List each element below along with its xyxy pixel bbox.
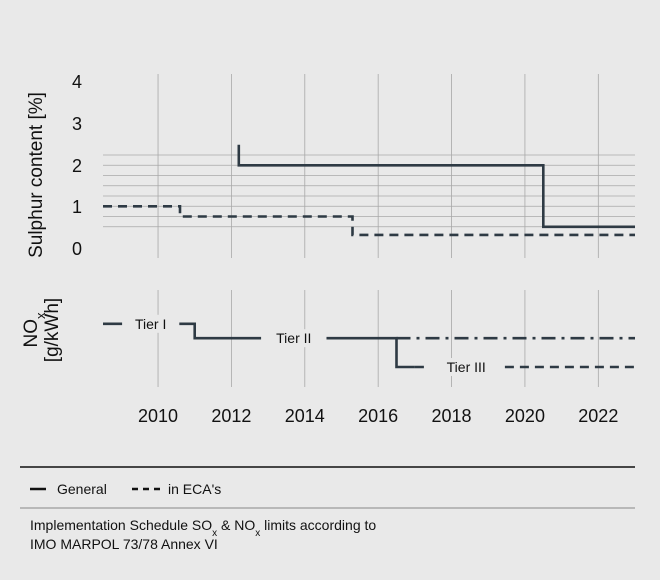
legend-label-general: General: [57, 481, 107, 497]
nox-y-axis-label: NOx: [21, 312, 48, 348]
caption-line-1: Implementation Schedule SOx & NOx limits…: [30, 517, 376, 539]
x-tick-label: 2014: [285, 406, 325, 426]
sulphur-tick-label: 1: [72, 197, 82, 217]
nox-label-sub: x: [33, 312, 48, 319]
sulphur-tick-label: 0: [72, 239, 82, 259]
legend-label-eca: in ECA's: [168, 481, 221, 497]
tier-label-bg-0: [122, 314, 180, 333]
tier-label-0: Tier I: [135, 316, 166, 332]
tier-label-bg-1: [261, 329, 327, 348]
x-tick-label: 2018: [432, 406, 472, 426]
sulphur-y-axis-label: Sulphur content [%]: [26, 92, 47, 258]
sulphur-tick-label: 4: [72, 72, 82, 92]
grid: [103, 74, 635, 387]
x-tick-label: 2016: [358, 406, 398, 426]
sulphur-y-ticks: 4 3 2 1 0: [72, 72, 82, 259]
x-axis-ticks: 2010 2012 2014 2016 2018 2020 2022: [138, 406, 618, 426]
nox-label-main: NO: [21, 319, 42, 348]
tier-label-bg-2: [429, 358, 504, 376]
sulphur-tick-label: 2: [72, 156, 82, 176]
x-tick-label: 2010: [138, 406, 178, 426]
sulphur-tick-label: 3: [72, 114, 82, 134]
x-tick-label: 2012: [211, 406, 251, 426]
tier-labels: Tier I Tier II Tier III: [122, 314, 504, 376]
sulphur-series-0: [237, 144, 635, 229]
caption-line-2: IMO MARPOL 73/78 Annex VI: [30, 536, 218, 552]
x-tick-label: 2020: [505, 406, 545, 426]
sulphur-series-1: [103, 205, 635, 237]
sulphur-series: [103, 144, 635, 237]
tier-label-2: Tier III: [447, 359, 486, 375]
nox-series: [103, 322, 635, 369]
x-tick-label: 2022: [578, 406, 618, 426]
tier-label-1: Tier II: [276, 330, 311, 346]
legend: General in ECA's: [30, 481, 221, 497]
nox-y-axis-unit: [g/kWh]: [42, 298, 63, 362]
